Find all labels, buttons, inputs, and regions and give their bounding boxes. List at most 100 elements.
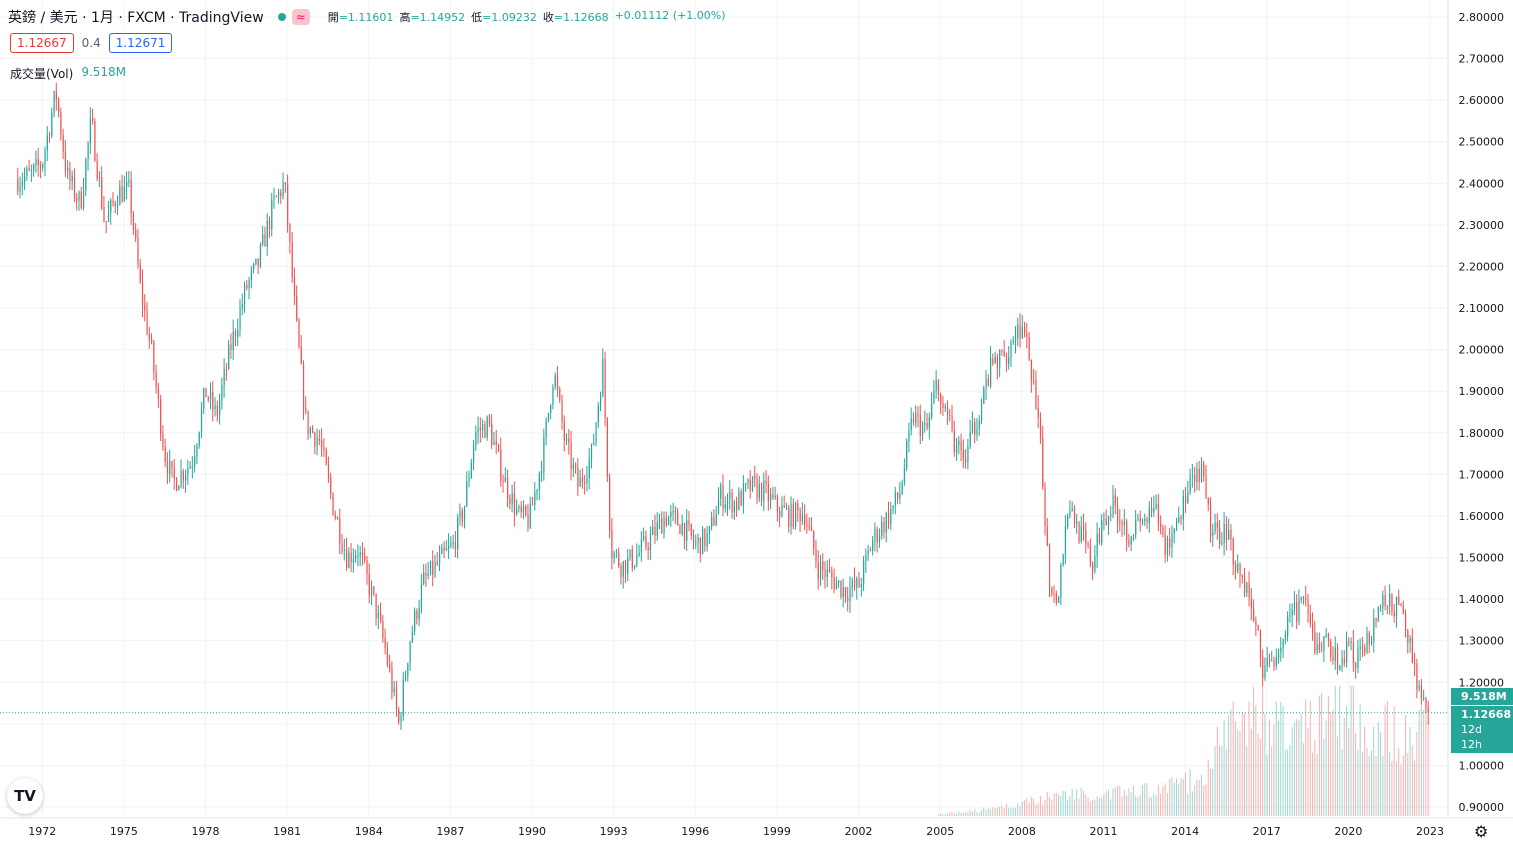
candle-body <box>157 387 160 399</box>
candle-body <box>978 420 980 429</box>
volume-bar <box>1393 706 1395 816</box>
candle-body <box>590 444 593 460</box>
candle-body <box>173 468 175 479</box>
candle-body <box>162 434 164 448</box>
tradingview-logo-icon[interactable]: TV <box>7 778 43 814</box>
candle-body <box>1395 596 1398 617</box>
candle-body <box>999 349 1001 368</box>
candle-body <box>536 489 538 493</box>
candle-body <box>1160 523 1162 527</box>
candle-body <box>60 112 62 136</box>
candle-body <box>223 368 225 386</box>
candle-body <box>527 514 529 528</box>
candle-body <box>804 514 806 526</box>
volume-bar <box>1030 796 1032 816</box>
candle-body <box>781 505 783 517</box>
buy-button[interactable]: 1.12671 <box>108 33 173 53</box>
volume-bar <box>1364 726 1366 816</box>
candle-body <box>729 492 731 499</box>
y-tick-label: 1.70000 <box>1459 468 1505 481</box>
x-tick-label: 1978 <box>192 825 220 838</box>
candle-body <box>1119 521 1121 524</box>
y-tick-label: 1.40000 <box>1459 593 1505 606</box>
candle-body <box>175 478 178 491</box>
candle-body <box>1348 641 1350 643</box>
candle-body <box>1187 492 1189 503</box>
wave-icon[interactable]: ≈ <box>291 9 310 25</box>
candle-body <box>1085 530 1087 544</box>
volume-bar <box>1384 704 1386 816</box>
candle-body <box>692 535 695 543</box>
volume-bar <box>1230 710 1232 816</box>
candle-body <box>1386 605 1389 607</box>
sell-button[interactable]: 1.12667 <box>10 33 74 53</box>
volume-bar <box>1314 739 1316 816</box>
candle-body <box>631 549 633 568</box>
candle-body <box>1225 524 1228 540</box>
volume-bar <box>1146 783 1148 816</box>
volume-legend[interactable]: 成交量(Vol) 9.518M <box>10 65 126 82</box>
candle-body <box>334 514 336 518</box>
candle-body <box>203 388 205 409</box>
candle-body <box>831 571 833 578</box>
candle-body <box>187 468 189 476</box>
candle-body <box>1033 380 1035 382</box>
candle-body <box>137 237 139 265</box>
candle-body <box>600 396 602 406</box>
candle-body <box>55 91 58 100</box>
symbol-title[interactable]: 英鎊 / 美元 · 1月 · FXCM · TradingView <box>8 10 264 26</box>
volume-bar <box>1089 801 1091 816</box>
candle-body <box>212 392 214 410</box>
candle-body <box>284 182 287 185</box>
candle-body <box>1055 593 1058 603</box>
volume-bar <box>1076 789 1078 816</box>
y-tick-label: 2.30000 <box>1459 219 1505 232</box>
volume-bar <box>1166 792 1168 816</box>
volume-bar <box>1348 728 1350 816</box>
candle-body <box>520 506 522 513</box>
volume-bar <box>1375 756 1377 816</box>
price-axis-bg <box>1448 0 1513 818</box>
volume-bar <box>1255 705 1257 816</box>
settings-gear-icon[interactable]: ⚙ <box>1474 822 1489 841</box>
candle-body <box>253 263 255 270</box>
candle-body <box>545 420 547 437</box>
volume-bar <box>1216 726 1218 816</box>
candle-body <box>112 200 114 204</box>
candle-body <box>577 467 579 487</box>
candle-body <box>636 555 638 566</box>
candle-body <box>1107 515 1110 525</box>
candle-body <box>1416 663 1418 690</box>
candle-body <box>867 550 869 555</box>
volume-bar <box>962 812 964 816</box>
y-tick-label: 2.00000 <box>1459 344 1505 357</box>
y-tick-label: 2.40000 <box>1459 177 1505 190</box>
candle-body <box>191 466 194 468</box>
candle-body <box>1092 563 1094 572</box>
candle-body <box>321 440 323 448</box>
volume-bar <box>1425 704 1427 816</box>
candle-body <box>58 99 60 113</box>
candle-body <box>937 380 940 395</box>
candle-body <box>1250 597 1253 609</box>
candle-body <box>486 416 488 438</box>
candle-body <box>380 612 382 621</box>
candle-body <box>733 501 736 513</box>
candle-body <box>1071 508 1073 511</box>
candle-body <box>1425 698 1427 708</box>
candle-body <box>405 675 407 680</box>
volume-bar <box>956 813 958 816</box>
candle-body <box>1389 594 1391 607</box>
candle-body <box>801 514 804 522</box>
volume-bar <box>1411 745 1413 816</box>
market-status[interactable]: ≈ <box>277 9 310 25</box>
candle-body <box>287 184 289 225</box>
candle-body <box>654 526 656 536</box>
candle-body <box>461 510 463 522</box>
volume-bar <box>1139 794 1141 816</box>
candle-body <box>73 175 76 198</box>
spread-value: 0.4 <box>81 36 101 50</box>
candle-body <box>901 482 903 494</box>
candle-body <box>795 503 797 527</box>
